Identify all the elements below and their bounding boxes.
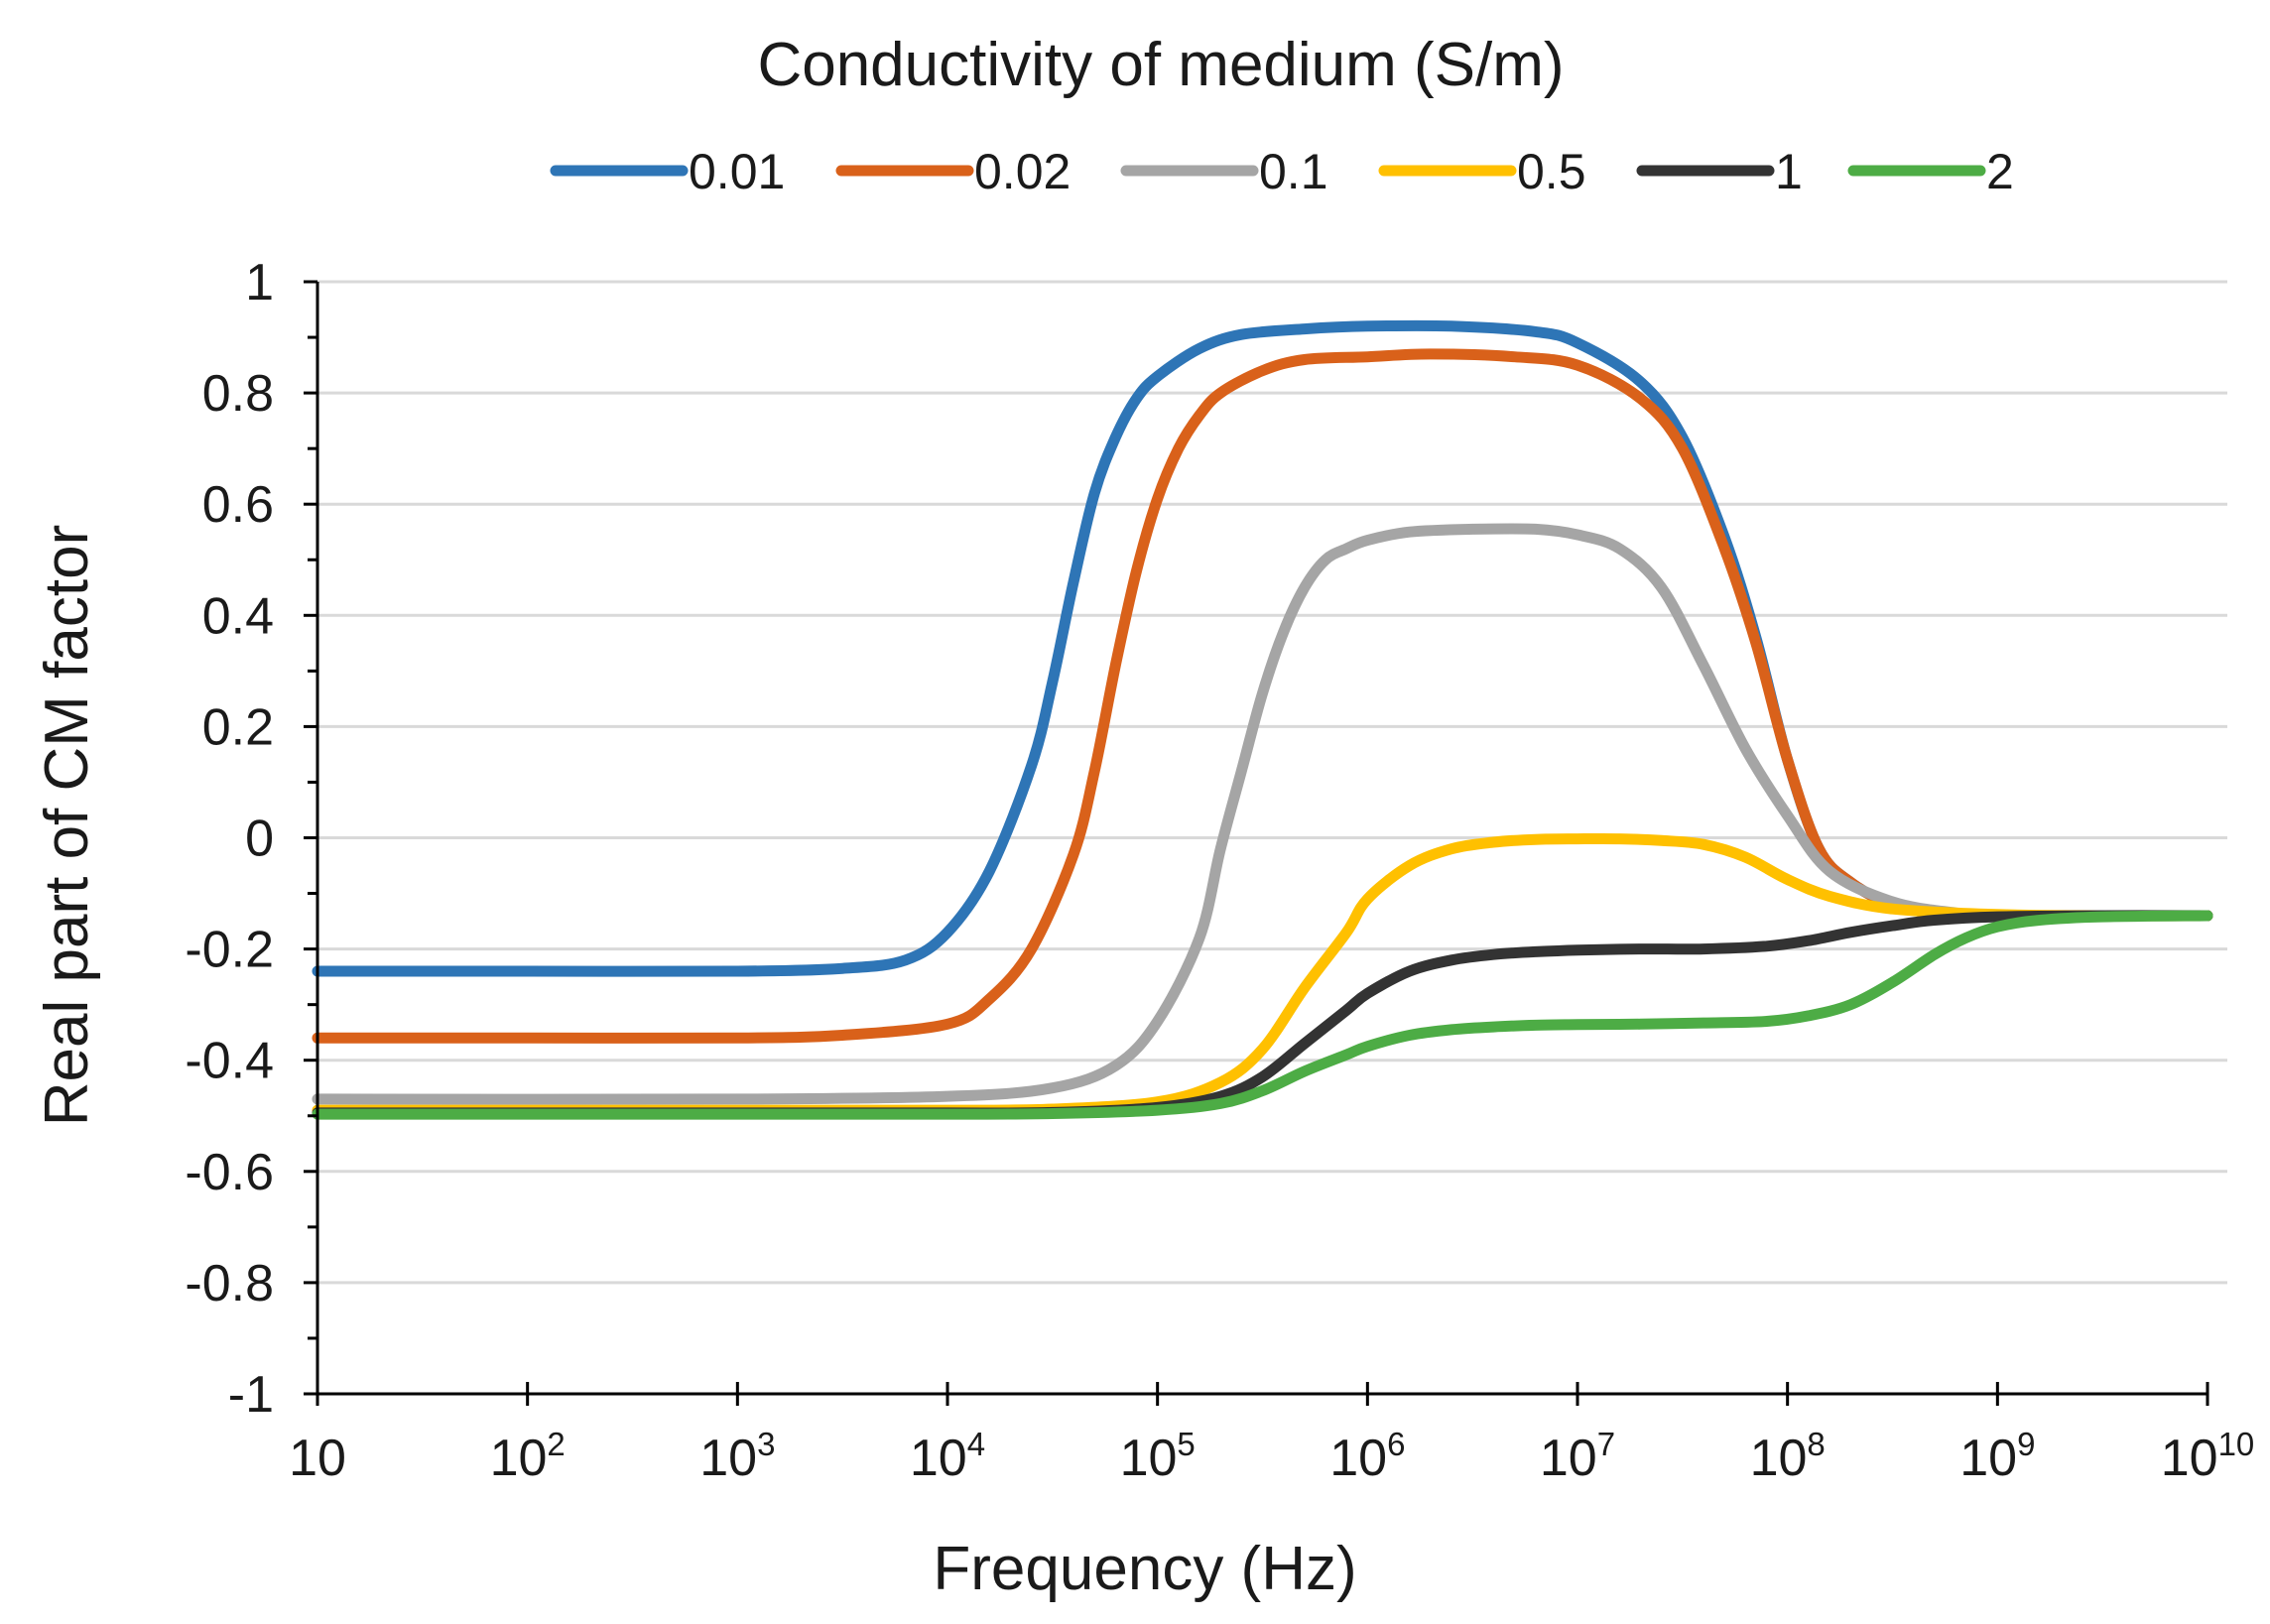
- x-tick-labels: 10 102 103 104 105 106 107 108 109 1010: [289, 1426, 2254, 1487]
- x-tick-label: 106: [1329, 1426, 1405, 1487]
- x-tick-label: 103: [699, 1426, 775, 1487]
- y-tick-label: 0.6: [202, 476, 274, 534]
- legend-label-2: 2: [1986, 144, 2014, 199]
- x-axis-title: Frequency (Hz): [933, 1535, 1356, 1603]
- legend: 0.01 0.02 0.1 0.5 1 2: [550, 144, 2014, 199]
- series-line-1: [312, 910, 2213, 1119]
- x-tick-label: 109: [1959, 1426, 2035, 1487]
- y-tick-label: -0.6: [185, 1144, 274, 1201]
- axes: [304, 280, 2209, 1406]
- x-tick-label: 1010: [2161, 1426, 2255, 1487]
- y-tick-label: -0.4: [185, 1033, 274, 1090]
- y-tick-label: 0.2: [202, 698, 274, 756]
- y-tick-label: -0.8: [185, 1255, 274, 1312]
- legend-title: Conductivity of medium (S/m): [757, 31, 1564, 99]
- x-tick-label: 102: [490, 1426, 566, 1487]
- series-lines: [312, 319, 2213, 1120]
- series-line-0-01: [312, 319, 2213, 977]
- y-tick-label: 0.4: [202, 587, 274, 645]
- y-tick-label: 1: [245, 254, 274, 312]
- y-tick-label: 0.8: [202, 365, 274, 423]
- legend-label-0-1: 0.1: [1259, 144, 1328, 199]
- x-tick-label: 105: [1120, 1426, 1196, 1487]
- x-tick-label: 108: [1750, 1426, 1826, 1487]
- legend-label-0-5: 0.5: [1517, 144, 1586, 199]
- x-tick-label: 107: [1540, 1426, 1615, 1487]
- legend-label-0-01: 0.01: [689, 144, 785, 199]
- y-tick-label: -1: [228, 1366, 274, 1424]
- x-tick-label: 104: [910, 1426, 985, 1487]
- x-tick-label: 10: [289, 1430, 346, 1487]
- y-tick-label: -0.2: [185, 922, 274, 979]
- y-axis-title: Real part of CM factor: [33, 525, 101, 1126]
- y-tick-label: 0: [245, 811, 274, 868]
- legend-label-0-02: 0.02: [974, 144, 1071, 199]
- series-line-0-1: [312, 523, 2213, 1105]
- y-tick-labels: 1 0.8 0.6 0.4 0.2 0 -0.2 -0.4 -0.6 -0.8 -1: [185, 254, 274, 1424]
- series-line-2: [312, 910, 2213, 1120]
- legend-label-1: 1: [1775, 144, 1803, 199]
- gridlines: [317, 280, 2227, 1285]
